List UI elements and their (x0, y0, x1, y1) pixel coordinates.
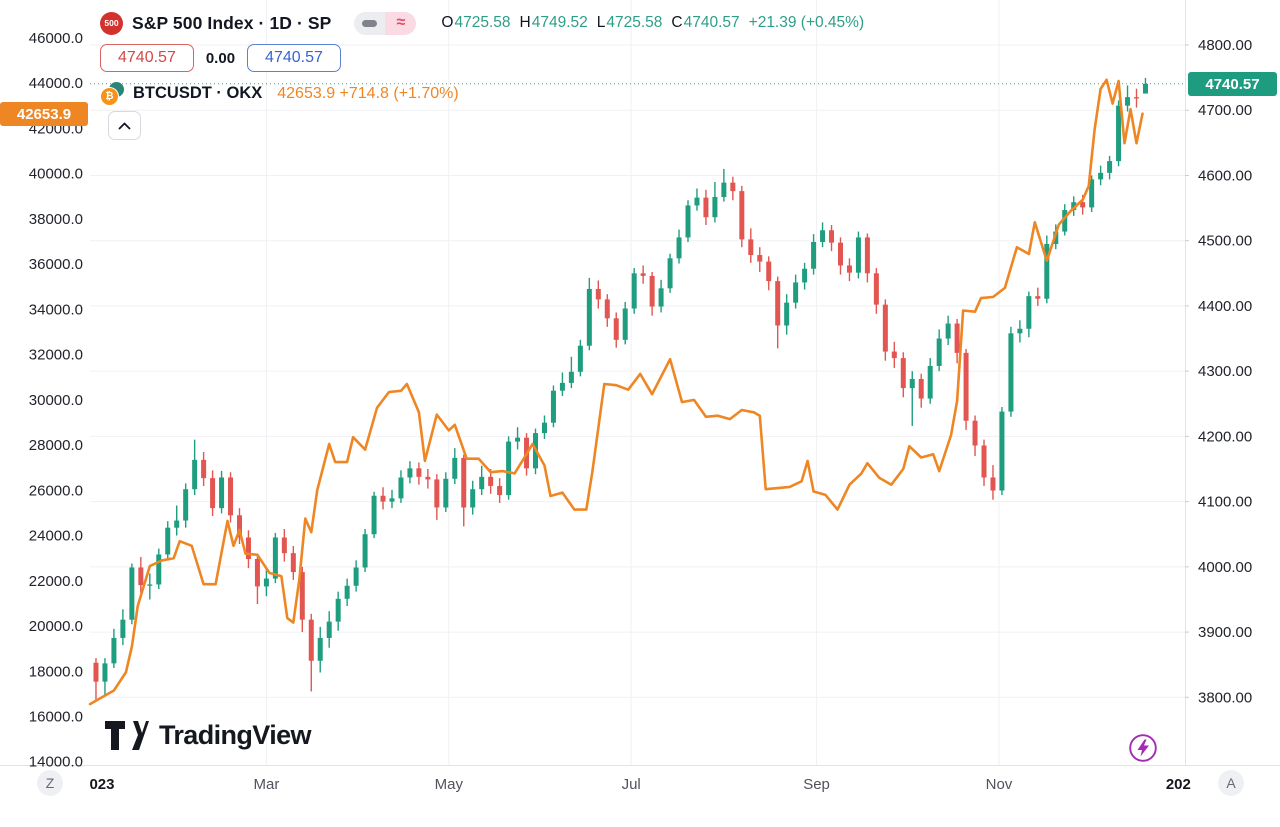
left-price-tick: 46000.0 (29, 30, 83, 47)
time-tick: Mar (253, 776, 279, 793)
high-value: 4749.52 (531, 14, 588, 31)
overlay-price-value: 42653.9 +714.8 (+1.70%) (277, 84, 459, 102)
grid-lines (90, 0, 1185, 765)
btc-last-price-label: 42653.9 (0, 102, 88, 126)
left-price-tick: 30000.0 (29, 392, 83, 409)
hint-button-z[interactable]: Z (37, 770, 63, 796)
right-price-tick: 4300.00 (1198, 363, 1252, 380)
time-tick: Jul (622, 776, 641, 793)
ohlc-readout: O 4725.58 H 4749.52 L 4725.58 C 4740.57 … (441, 14, 864, 32)
time-tick: May (435, 776, 464, 793)
right-price-tick: 4100.00 (1198, 494, 1252, 511)
spread-value: 0.00 (205, 49, 236, 67)
right-price-scale[interactable]: 4800.00 4700.00 4600.00 4500.00 4400.00 4300.… (1198, 37, 1252, 706)
btcusdt-pair-icon: ₿ (100, 81, 124, 106)
time-tick: 023 (89, 776, 114, 793)
left-price-scale[interactable]: 46000.044000.042000.040000.038000.036000… (29, 30, 83, 771)
right-price-tick: 4200.00 (1198, 428, 1252, 445)
change-value: +21.39 (+0.45%) (748, 14, 865, 31)
low-label: L (596, 14, 606, 31)
right-price-tick: 3800.00 (1198, 689, 1252, 706)
dash-style-segment[interactable] (354, 11, 386, 35)
approx-icon: ≈ (396, 14, 406, 31)
left-price-tick: 36000.0 (29, 256, 83, 273)
left-price-tick: 40000.0 (29, 166, 83, 183)
left-price-tick: 38000.0 (29, 211, 83, 228)
tradingview-watermark[interactable]: TradingView (104, 719, 312, 752)
left-price-tick: 44000.0 (29, 75, 83, 92)
overlay-symbol-title[interactable]: BTCUSDT · OKX (133, 84, 263, 102)
bitcoin-icon: ₿ (100, 86, 119, 106)
tradingview-logo-icon (105, 721, 149, 750)
high-label: H (519, 14, 531, 31)
right-price-tick: 3900.00 (1198, 624, 1252, 641)
overlay-series-legend: ₿ BTCUSDT · OKX 42653.9 +714.8 (+1.70%) (100, 81, 459, 106)
time-tick: 202 (1166, 776, 1191, 793)
right-price-tick: 4700.00 (1198, 102, 1252, 119)
right-price-tick: 4400.00 (1198, 298, 1252, 315)
right-price-tick: 4800.00 (1198, 37, 1252, 54)
open-value: 4725.58 (454, 14, 511, 31)
sell-button[interactable]: 4740.57 (100, 44, 194, 72)
symbol-title[interactable]: S&P 500 Index · 1D · SP (132, 12, 332, 33)
collapse-legend-button[interactable] (108, 111, 141, 140)
buy-button[interactable]: 4740.57 (247, 44, 341, 72)
low-value: 4725.58 (606, 14, 663, 31)
main-series-legend: 500 S&P 500 Index · 1D · SP ≈ O 4725.58 … (100, 10, 864, 36)
chevron-up-icon (118, 122, 131, 129)
left-price-tick: 18000.0 (29, 663, 83, 680)
left-price-tick: 14000.0 (29, 754, 83, 771)
lightning-icon (1129, 734, 1157, 762)
approx-style-segment[interactable]: ≈ (385, 11, 417, 35)
right-price-tick: 4500.00 (1198, 233, 1252, 250)
left-price-tick: 26000.0 (29, 482, 83, 499)
quick-trade-lightning-button[interactable] (1128, 733, 1158, 763)
btc-line-series (88, 78, 1144, 706)
right-price-tick: 4600.00 (1198, 167, 1252, 184)
axis-borders (0, 0, 1280, 766)
left-price-tick: 34000.0 (29, 301, 83, 318)
left-price-tick: 22000.0 (29, 573, 83, 590)
time-scale[interactable]: 023 Mar May Jul Sep Nov 202 (89, 776, 1190, 793)
close-label: C (671, 14, 683, 31)
candlestick-series (93, 77, 1148, 702)
hint-button-a[interactable]: A (1218, 770, 1244, 796)
open-label: O (441, 14, 454, 31)
left-price-tick: 20000.0 (29, 618, 83, 635)
close-value: 4740.57 (683, 14, 740, 31)
left-price-tick: 16000.0 (29, 709, 83, 726)
left-price-tick: 32000.0 (29, 347, 83, 364)
spx-last-price-label: 4740.57 (1188, 72, 1277, 96)
capsule-icon (362, 19, 378, 27)
time-tick: Nov (986, 776, 1013, 793)
order-panel: 4740.57 0.00 4740.57 (100, 44, 341, 72)
watermark-text: TradingView (159, 720, 312, 750)
left-price-tick: 28000.0 (29, 437, 83, 454)
sp500-logo-icon: 500 (100, 11, 123, 35)
time-tick: Sep (803, 776, 830, 793)
left-price-tick: 24000.0 (29, 528, 83, 545)
right-price-tick: 4000.00 (1198, 559, 1252, 576)
chart-style-toggle: ≈ (354, 11, 417, 35)
